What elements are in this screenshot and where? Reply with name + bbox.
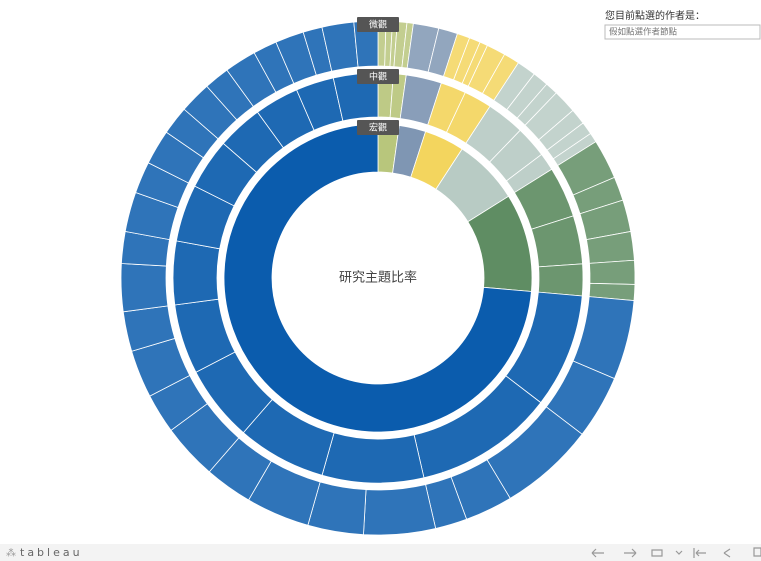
level-tab — [357, 120, 399, 135]
author-input[interactable] — [604, 24, 761, 40]
sunburst-segment — [537, 263, 584, 297]
fullscreen[interactable] — [753, 547, 761, 557]
revert[interactable] — [651, 549, 663, 557]
sunburst-segment — [363, 484, 437, 536]
level-label: 宏觀 — [369, 122, 387, 134]
logo-mark: ⁂ — [6, 547, 16, 559]
redo[interactable] — [624, 548, 637, 558]
sunburst-segment — [172, 240, 221, 306]
sunburst-segment — [223, 123, 532, 433]
sunburst-segment — [120, 263, 169, 313]
sunburst-segment — [589, 259, 636, 285]
panel-title: 您目前點選的作者是： — [605, 9, 705, 22]
center-label: 研究主題比率 — [339, 270, 417, 286]
input-placeholder: 假如點選作者節點 — [609, 27, 678, 38]
menu[interactable] — [675, 550, 683, 555]
share[interactable] — [723, 548, 731, 558]
level-tab — [357, 69, 399, 84]
level-label: 中觀 — [369, 71, 387, 83]
sunburst-segment — [321, 432, 425, 484]
sunburst-segment — [332, 72, 379, 122]
toolbar — [0, 544, 761, 561]
level-tab — [357, 17, 399, 32]
toolbar-icons — [591, 547, 761, 558]
logo: tableau — [20, 546, 83, 559]
sunburst — [120, 20, 636, 536]
level-label: 微觀 — [369, 19, 387, 31]
undo[interactable] — [591, 548, 604, 558]
pause[interactable] — [693, 548, 706, 558]
